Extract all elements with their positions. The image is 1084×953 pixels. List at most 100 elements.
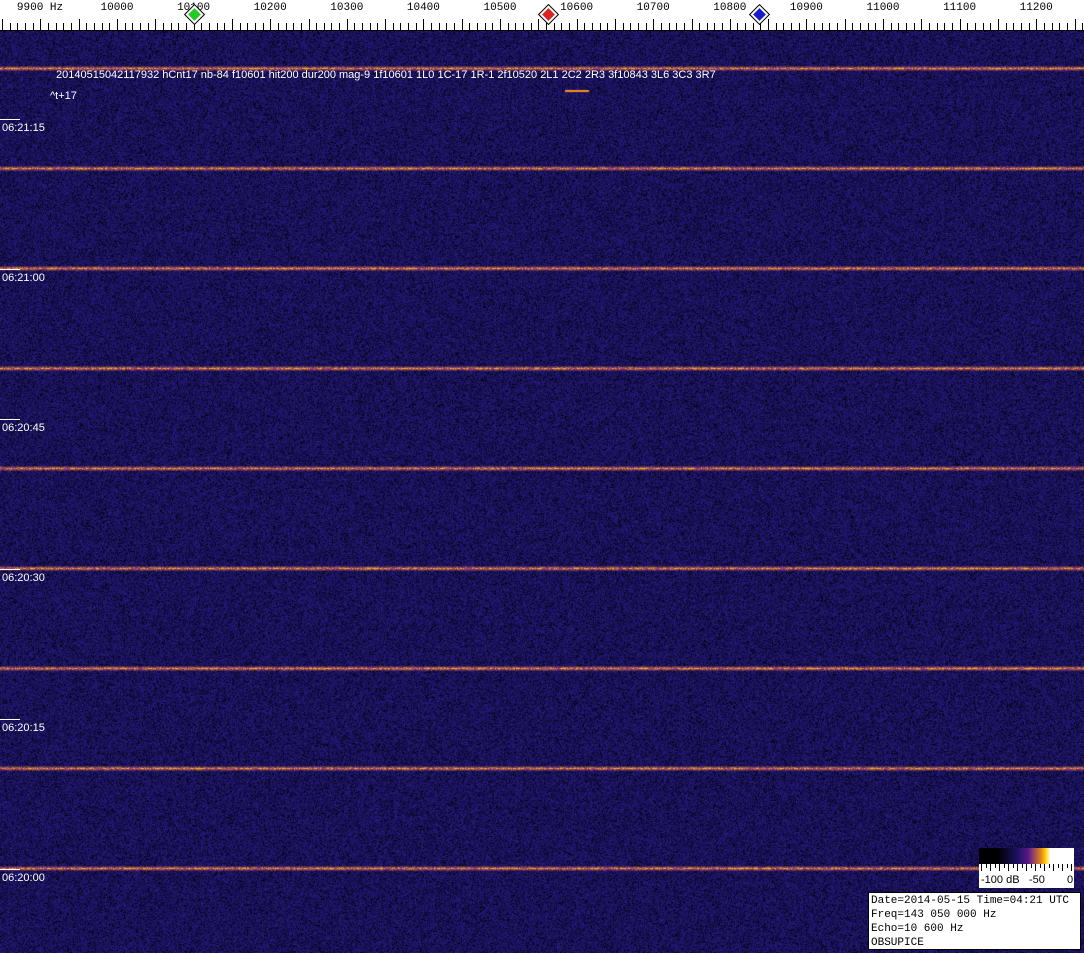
ruler-tick [56, 23, 57, 30]
ruler-tick [140, 23, 141, 30]
ruler-tick [852, 23, 853, 30]
ruler-tick [722, 23, 723, 30]
ruler-tick [531, 23, 532, 30]
ruler-tick [1082, 23, 1083, 30]
ruler-tick [1013, 23, 1014, 30]
ruler-tick [669, 23, 670, 30]
time-label: 06:21:00 [2, 272, 45, 284]
ruler-tick [653, 19, 654, 30]
ruler-tick [990, 23, 991, 30]
ruler-tick [554, 23, 555, 30]
ruler-tick [370, 23, 371, 30]
info-box: Date=2014-05-15 Time=04:21 UTC Freq=143 … [868, 892, 1081, 950]
time-tick [0, 119, 20, 120]
ruler-tick [362, 23, 363, 30]
time-label: 06:20:30 [2, 572, 45, 584]
ruler-tick [707, 23, 708, 30]
ruler-tick [2, 19, 3, 30]
colorbar-tick [1003, 864, 1005, 868]
ruler-tick [692, 19, 693, 30]
ruler-tick [316, 23, 317, 30]
frequency-label: 10300 [330, 2, 364, 14]
ruler-tick [63, 23, 64, 30]
ruler-tick [783, 23, 784, 30]
ruler-tick [48, 23, 49, 30]
frequency-label: 10700 [636, 2, 670, 14]
ruler-tick [768, 19, 769, 30]
ruler-tick [975, 23, 976, 30]
ruler-tick [469, 23, 470, 30]
ruler-tick [263, 23, 264, 30]
ruler-tick [454, 23, 455, 30]
time-tick [0, 269, 20, 270]
ruler-tick [500, 19, 501, 30]
ruler-tick [676, 23, 677, 30]
colorbar-tick [1048, 864, 1050, 868]
ruler-tick [148, 23, 149, 30]
time-tick [0, 569, 20, 570]
ruler-tick [86, 23, 87, 30]
ruler-tick [255, 23, 256, 30]
colorbar-tick [994, 864, 996, 868]
ruler-tick [791, 23, 792, 30]
ruler-tick [102, 23, 103, 30]
ruler-tick [898, 23, 899, 30]
ruler-tick [462, 19, 463, 30]
ruler-tick [508, 23, 509, 30]
ruler-tick [661, 23, 662, 30]
colorbar-tick [985, 864, 987, 868]
ruler-tick [737, 23, 738, 30]
color-gradient [979, 848, 1074, 864]
ruler-tick [385, 19, 386, 30]
ruler-tick [760, 23, 761, 30]
ruler-tick [25, 23, 26, 30]
ruler-tick [79, 19, 80, 30]
ruler-tick [883, 19, 884, 30]
frequency-label: 9900 Hz [16, 2, 64, 14]
ruler-tick [967, 23, 968, 30]
frequency-label: 10900 [789, 2, 823, 14]
ruler-tick [646, 23, 647, 30]
ruler-tick [753, 23, 754, 30]
ruler-tick [224, 23, 225, 30]
ruler-tick [439, 23, 440, 30]
ruler-tick [714, 23, 715, 30]
ruler-tick [354, 23, 355, 30]
blue-marker-icon[interactable] [748, 3, 771, 26]
ruler-tick [1067, 23, 1068, 30]
waterfall-spectrogram[interactable]: 20140515042117932 hCnt17 nb-84 f10601 hi… [0, 31, 1084, 953]
red-marker-icon[interactable] [538, 3, 560, 26]
frequency-label: 11200 [1019, 2, 1053, 14]
ruler-tick [446, 23, 447, 30]
ruler-tick [492, 23, 493, 30]
ruler-tick [1044, 23, 1045, 30]
ruler-tick [944, 23, 945, 30]
ruler-tick [592, 23, 593, 30]
ruler-tick [638, 23, 639, 30]
ruler-tick [286, 23, 287, 30]
ruler-tick [684, 23, 685, 30]
time-tick [0, 419, 20, 420]
ruler-tick [607, 23, 608, 30]
info-station: OBSUPICE [871, 937, 924, 949]
ruler-tick [845, 19, 846, 30]
ruler-tick [232, 19, 233, 30]
color-scale-bar: -100 dB -50 0 [979, 848, 1074, 888]
ruler-tick [217, 23, 218, 30]
colorbar-tick [1008, 864, 1009, 871]
colorbar-tick [1057, 864, 1059, 868]
ruler-tick [546, 23, 547, 30]
ruler-tick [400, 23, 401, 30]
ruler-tick [699, 23, 700, 30]
ruler-tick [1006, 23, 1007, 30]
ruler-tick [33, 23, 34, 30]
colorbar-tick [1044, 864, 1045, 871]
ruler-tick [132, 23, 133, 30]
ruler-tick [921, 19, 922, 30]
ruler-tick [960, 19, 961, 30]
ruler-tick [431, 23, 432, 30]
colorbar-label-max: 0 [1067, 874, 1074, 886]
colorbar-tick [1030, 864, 1032, 868]
frequency-ruler[interactable]: 9900 Hz 10000101001020010300104001050010… [0, 0, 1084, 31]
ruler-tick [630, 23, 631, 30]
